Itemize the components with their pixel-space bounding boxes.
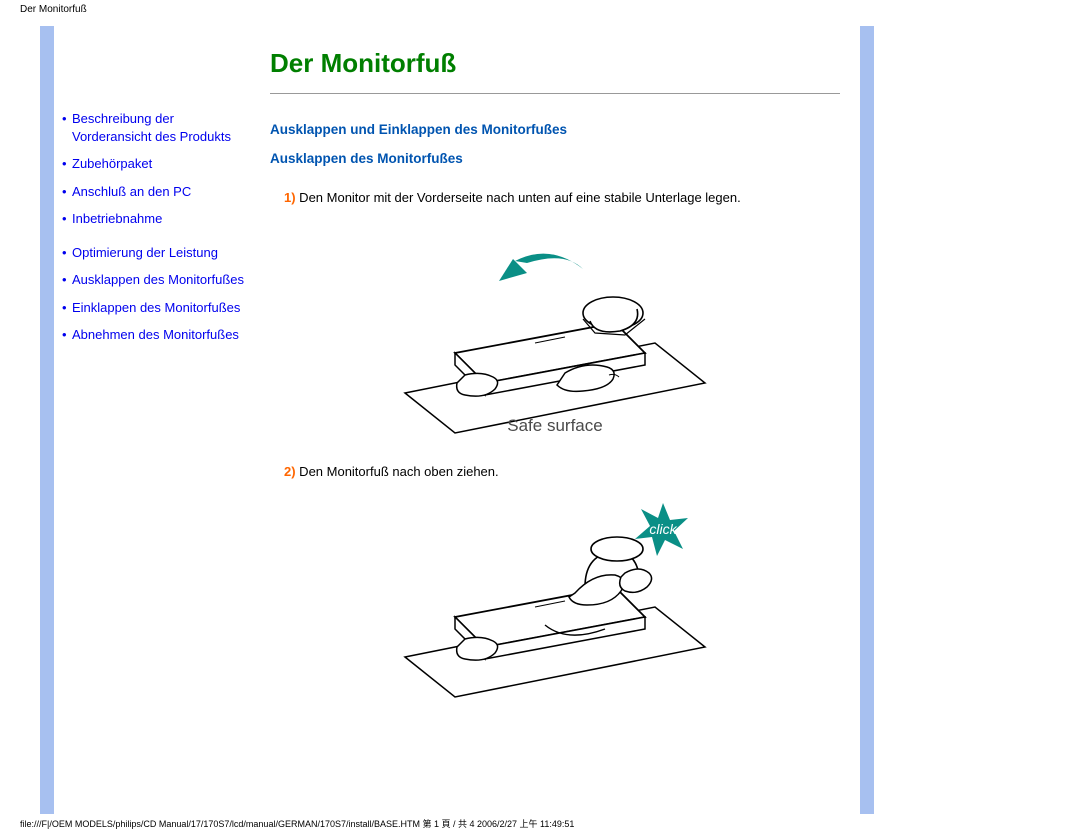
- figure-1: Safe surface: [270, 223, 840, 446]
- sidebar-item-label: Inbetriebnahme: [72, 210, 162, 228]
- sidebar-item-accessories[interactable]: • Zubehörpaket: [62, 155, 252, 173]
- page-title: Der Monitorfuß: [270, 48, 840, 79]
- subsection-heading: Ausklappen des Monitorfußes: [270, 151, 840, 166]
- bullet-icon: •: [62, 299, 72, 317]
- badge-text: click: [649, 521, 677, 537]
- figure-2: click: [270, 497, 840, 710]
- bullet-icon: •: [62, 271, 72, 289]
- illustration-pull-stand-up: click: [395, 497, 715, 707]
- sidebar-item-label: Ausklappen des Monitorfußes: [72, 271, 244, 289]
- figure-caption: Safe surface: [507, 416, 602, 435]
- bullet-icon: •: [62, 326, 72, 344]
- breadcrumb: Der Monitorfuß: [0, 0, 1080, 19]
- sidebar-item-unfold[interactable]: • Ausklappen des Monitorfußes: [62, 271, 252, 289]
- sidebar-nav: • Beschreibung der Vorderansicht des Pro…: [62, 110, 252, 354]
- bullet-icon: •: [62, 244, 72, 262]
- divider: [270, 93, 840, 94]
- step-text: Den Monitorfuß nach oben ziehen.: [296, 464, 499, 479]
- sidebar-item-label: Beschreibung der Vorderansicht des Produ…: [72, 110, 252, 145]
- section-heading: Ausklappen und Einklappen des Monitorfuß…: [270, 122, 840, 137]
- sidebar-item-optimize[interactable]: • Optimierung der Leistung: [62, 244, 252, 262]
- sidebar-item-startup[interactable]: • Inbetriebnahme: [62, 210, 252, 228]
- bullet-icon: •: [62, 110, 72, 145]
- sidebar-item-remove[interactable]: • Abnehmen des Monitorfußes: [62, 326, 252, 344]
- bullet-icon: •: [62, 183, 72, 201]
- bullet-icon: •: [62, 210, 72, 228]
- step-1: 1) Den Monitor mit der Vorderseite nach …: [270, 190, 840, 205]
- illustration-monitor-face-down: Safe surface: [395, 223, 715, 443]
- step-2: 2) Den Monitorfuß nach oben ziehen.: [270, 464, 840, 479]
- step-number: 2): [284, 464, 296, 479]
- decorative-stripe-right: [860, 26, 874, 814]
- decorative-stripe-left: [40, 26, 54, 814]
- sidebar-item-description[interactable]: • Beschreibung der Vorderansicht des Pro…: [62, 110, 252, 145]
- sidebar-item-label: Anschluß an den PC: [72, 183, 191, 201]
- main-content: Der Monitorfuß Ausklappen und Einklappen…: [270, 48, 840, 728]
- sidebar-item-label: Zubehörpaket: [72, 155, 152, 173]
- sidebar-item-connect-pc[interactable]: • Anschluß an den PC: [62, 183, 252, 201]
- bullet-icon: •: [62, 155, 72, 173]
- sidebar-item-label: Einklappen des Monitorfußes: [72, 299, 240, 317]
- footer-filepath: file:///F|/OEM MODELS/philips/CD Manual/…: [20, 817, 574, 830]
- step-text: Den Monitor mit der Vorderseite nach unt…: [296, 190, 741, 205]
- sidebar-item-fold[interactable]: • Einklappen des Monitorfußes: [62, 299, 252, 317]
- sidebar-item-label: Abnehmen des Monitorfußes: [72, 326, 239, 344]
- step-number: 1): [284, 190, 296, 205]
- sidebar-item-label: Optimierung der Leistung: [72, 244, 218, 262]
